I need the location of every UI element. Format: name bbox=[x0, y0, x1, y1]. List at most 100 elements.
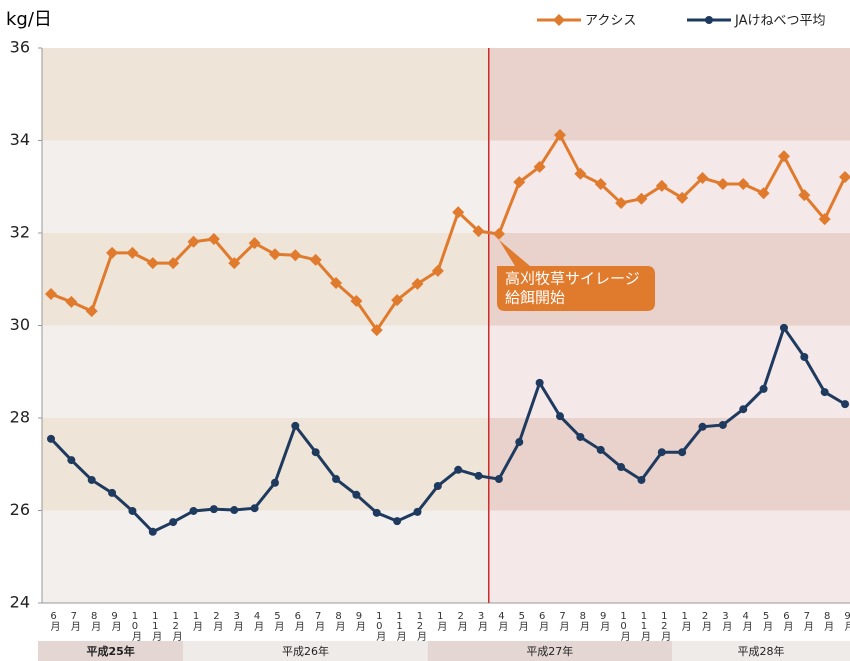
legend-marker bbox=[553, 14, 565, 26]
y-tick-label: 32 bbox=[10, 223, 30, 242]
marker bbox=[492, 227, 505, 240]
year-label: 平成26年 bbox=[282, 644, 329, 658]
marker bbox=[126, 246, 139, 259]
callout bbox=[497, 239, 655, 311]
marker bbox=[85, 305, 98, 318]
marker bbox=[128, 506, 137, 515]
x-tick-label: 12月 bbox=[658, 611, 670, 640]
x-tick-label: 7月 bbox=[68, 611, 80, 630]
marker bbox=[739, 405, 748, 414]
marker bbox=[106, 246, 119, 259]
marker bbox=[268, 248, 281, 261]
marker bbox=[737, 177, 750, 190]
marker bbox=[635, 192, 648, 205]
band bbox=[488, 48, 850, 141]
marker bbox=[248, 237, 261, 250]
marker bbox=[494, 475, 503, 484]
x-tick-label: 5月 bbox=[516, 611, 528, 630]
marker bbox=[108, 488, 117, 497]
x-tick-label: 10月 bbox=[373, 611, 385, 640]
x-tick-label: 8月 bbox=[577, 611, 589, 630]
x-tick-label: 3月 bbox=[719, 611, 731, 630]
x-tick-label: 9月 bbox=[597, 611, 609, 630]
marker bbox=[513, 176, 526, 189]
band bbox=[488, 418, 850, 511]
x-tick-label: 2月 bbox=[210, 611, 222, 630]
year-band bbox=[427, 641, 672, 661]
marker bbox=[431, 264, 444, 277]
marker bbox=[332, 475, 341, 484]
marker bbox=[413, 507, 422, 516]
x-tick-label: 2月 bbox=[699, 611, 711, 630]
x-tick-label: 9月 bbox=[353, 611, 365, 630]
marker bbox=[617, 463, 626, 472]
marker bbox=[678, 448, 687, 457]
x-tick-label: 12月 bbox=[414, 611, 426, 640]
y-tick-label: 28 bbox=[10, 408, 30, 427]
series-line bbox=[49, 324, 846, 534]
marker bbox=[433, 481, 442, 490]
x-tick-label: 2月 bbox=[455, 611, 467, 630]
y-tick-label: 26 bbox=[10, 500, 30, 519]
x-tick-label: 3月 bbox=[475, 611, 487, 630]
marker bbox=[839, 171, 850, 184]
band bbox=[488, 140, 850, 233]
x-tick-label: 11月 bbox=[149, 611, 161, 640]
band bbox=[42, 510, 489, 603]
y-tick-label: 24 bbox=[10, 593, 30, 612]
marker bbox=[655, 179, 668, 192]
marker bbox=[228, 257, 241, 270]
band bbox=[42, 140, 489, 233]
marker bbox=[391, 294, 404, 307]
x-tick-label: 6月 bbox=[780, 611, 792, 630]
band bbox=[488, 325, 850, 418]
marker bbox=[696, 171, 709, 184]
x-tick-label: 1月 bbox=[679, 611, 691, 630]
marker bbox=[289, 249, 302, 262]
marker bbox=[454, 465, 463, 474]
x-tick-label: 4月 bbox=[495, 611, 507, 630]
x-tick-label: 11月 bbox=[638, 611, 650, 640]
marker bbox=[230, 506, 239, 515]
marker bbox=[474, 471, 483, 480]
marker bbox=[311, 448, 320, 457]
x-tick-label: 4月 bbox=[251, 611, 263, 630]
x-tick-label: 9月 bbox=[109, 611, 121, 630]
marker bbox=[393, 517, 402, 526]
marker bbox=[718, 420, 727, 429]
legend-label: アクシス bbox=[585, 14, 636, 29]
legend-label: JAけねべつ平均 bbox=[734, 14, 826, 29]
marker bbox=[779, 323, 788, 332]
x-tick-label: 3月 bbox=[231, 611, 243, 630]
marker bbox=[800, 352, 809, 361]
band bbox=[42, 325, 489, 418]
marker bbox=[148, 527, 157, 536]
legend-marker bbox=[705, 16, 713, 24]
marker bbox=[47, 434, 55, 443]
marker bbox=[411, 277, 424, 290]
x-tick-label: 10月 bbox=[618, 611, 630, 640]
marker bbox=[657, 448, 666, 457]
x-tick-label: 8月 bbox=[88, 611, 100, 630]
marker bbox=[372, 508, 381, 517]
marker bbox=[209, 505, 218, 514]
marker bbox=[594, 177, 607, 190]
marker bbox=[676, 191, 689, 204]
x-tick-label: 4月 bbox=[740, 611, 752, 630]
marker bbox=[637, 475, 646, 484]
y-tick-label: 30 bbox=[10, 315, 30, 334]
marker bbox=[452, 206, 465, 219]
x-tick-label: 7月 bbox=[557, 611, 568, 630]
x-tick-label: 6月 bbox=[292, 611, 304, 630]
marker bbox=[757, 187, 770, 200]
x-tick-label: 1月 bbox=[190, 611, 202, 630]
series-line bbox=[50, 131, 847, 333]
marker bbox=[533, 160, 546, 173]
marker bbox=[291, 421, 300, 430]
marker bbox=[820, 388, 829, 397]
marker bbox=[515, 438, 524, 447]
y-tick-label: 34 bbox=[10, 130, 30, 149]
marker bbox=[759, 384, 768, 393]
